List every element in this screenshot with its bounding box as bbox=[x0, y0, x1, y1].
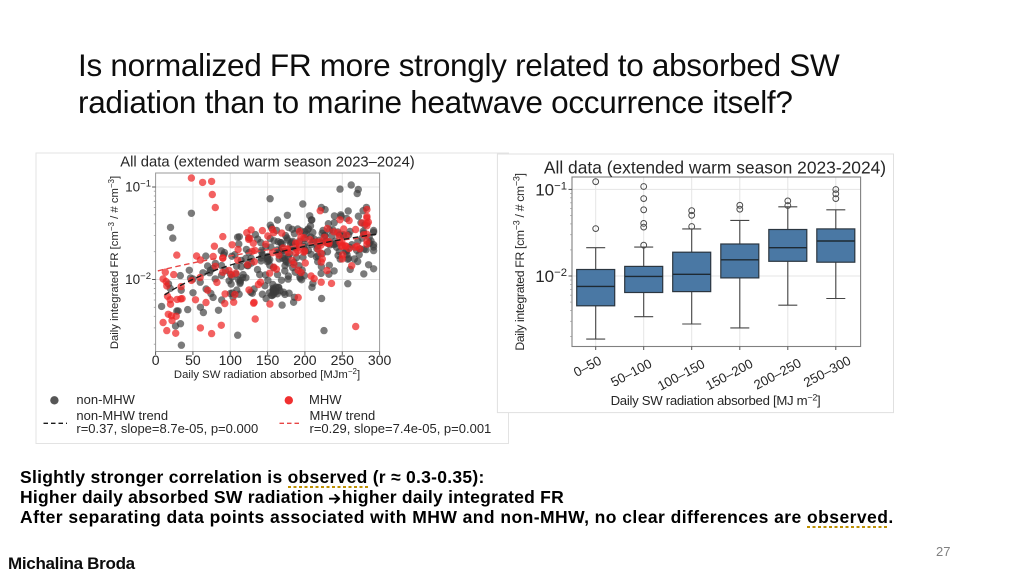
svg-text:non-MHW trend: non-MHW trend bbox=[76, 408, 168, 423]
svg-text:Daily SW radiation absorbed [M: Daily SW radiation absorbed [MJm−2] bbox=[174, 367, 360, 381]
svg-text:50: 50 bbox=[185, 352, 201, 368]
svg-text:MHW trend: MHW trend bbox=[310, 408, 376, 423]
svg-text:MHW: MHW bbox=[309, 392, 342, 407]
svg-text:All data (extended warm season: All data (extended warm season 2023-2024… bbox=[544, 158, 886, 178]
svg-text:300: 300 bbox=[368, 352, 392, 368]
svg-text:10−1: 10−1 bbox=[125, 179, 151, 195]
svg-text:Daily SW radiation absorbed [M: Daily SW radiation absorbed [MJ m−2] bbox=[611, 392, 821, 408]
svg-text:10−2: 10−2 bbox=[125, 271, 151, 287]
svg-text:r=0.37, slope=8.7e-05, p=0.000: r=0.37, slope=8.7e-05, p=0.000 bbox=[76, 421, 258, 436]
svg-text:Daily integrated FR [cm−3 / #: Daily integrated FR [cm−3 / # cm−3] bbox=[512, 173, 528, 350]
svg-text:r=0.29, slope=7.4e-05, p=0.001: r=0.29, slope=7.4e-05, p=0.001 bbox=[310, 421, 492, 436]
svg-text:Daily integrated FR [cm−3 / #: Daily integrated FR [cm−3 / # cm−3] bbox=[107, 176, 121, 349]
svg-text:100: 100 bbox=[219, 352, 243, 368]
svg-text:0: 0 bbox=[152, 352, 160, 368]
svg-text:150: 150 bbox=[256, 352, 280, 368]
svg-text:non-MHW: non-MHW bbox=[76, 392, 135, 407]
svg-text:All data (extended warm season: All data (extended warm season 2023–2024… bbox=[120, 155, 415, 171]
svg-text:200: 200 bbox=[293, 352, 317, 368]
svg-text:250: 250 bbox=[331, 352, 355, 368]
